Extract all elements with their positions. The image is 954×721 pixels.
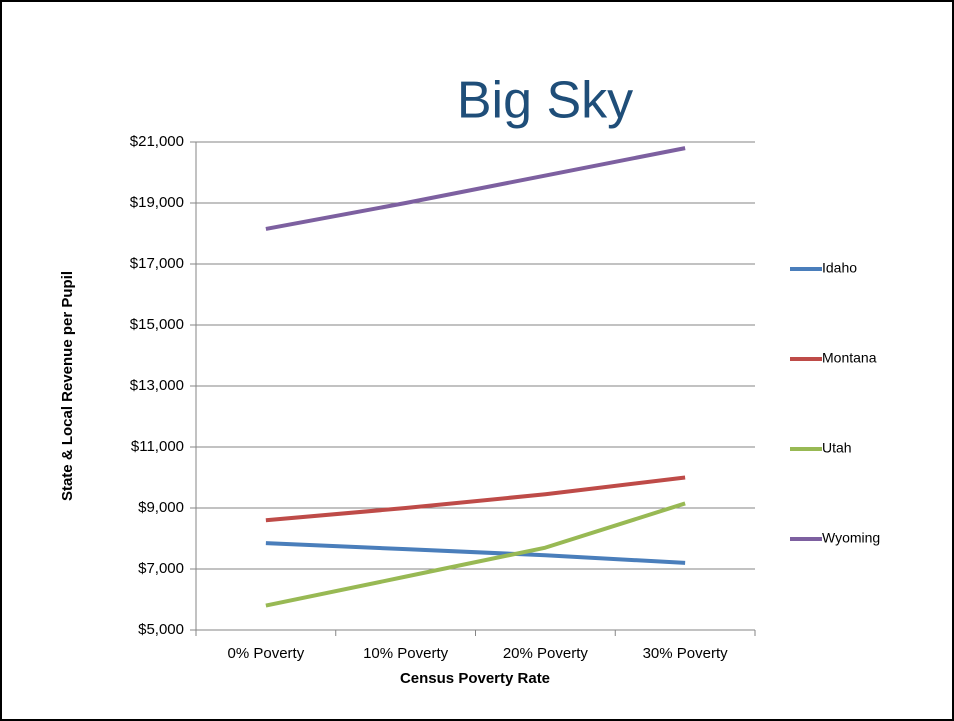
- y-tick-label: $7,000: [138, 560, 184, 577]
- x-tick-label: 30% Poverty: [643, 645, 729, 662]
- legend-label: Wyoming: [822, 530, 880, 546]
- y-tick-label: $17,000: [130, 255, 184, 272]
- y-tick-label: $9,000: [138, 499, 184, 516]
- y-tick-label: $19,000: [130, 194, 184, 211]
- series-line: [265, 475, 686, 523]
- y-tick-label: $5,000: [138, 621, 184, 638]
- y-tick-label: $13,000: [130, 377, 184, 394]
- legend-label: Utah: [822, 440, 852, 456]
- legend-label: Idaho: [822, 260, 857, 276]
- chart-title: Big Sky: [457, 72, 633, 130]
- legend-label: Montana: [822, 350, 877, 366]
- y-tick-label: $15,000: [130, 316, 184, 333]
- x-axis-label: Census Poverty Rate: [400, 670, 550, 687]
- series-line: [265, 541, 686, 565]
- series-line: [265, 146, 686, 231]
- series-line: [265, 501, 686, 608]
- y-axis-label: State & Local Revenue per Pupil: [59, 271, 76, 501]
- x-tick-label: 10% Poverty: [363, 645, 449, 662]
- y-tick-label: $21,000: [130, 133, 184, 150]
- x-tick-label: 20% Poverty: [503, 645, 589, 662]
- y-tick-label: $11,000: [131, 438, 184, 455]
- x-tick-label: 0% Poverty: [228, 645, 305, 662]
